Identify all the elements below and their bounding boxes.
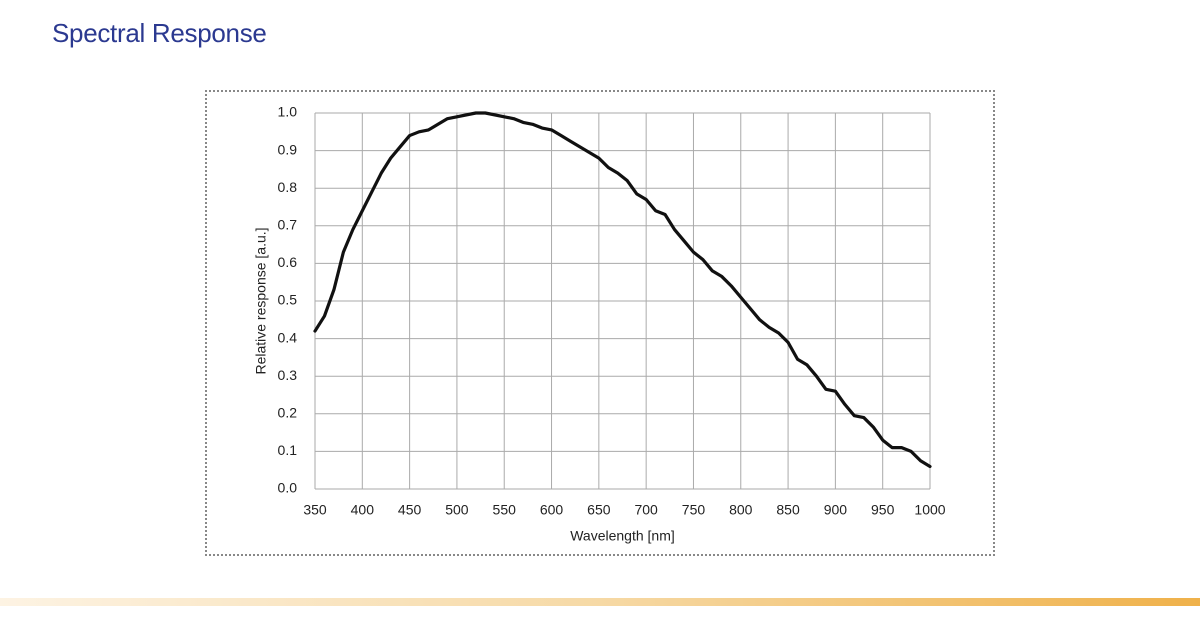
y-tick-label: 0.2 bbox=[278, 405, 298, 421]
y-tick-label: 0.7 bbox=[278, 217, 298, 233]
x-tick-label: 550 bbox=[493, 502, 517, 518]
x-tick-label: 500 bbox=[445, 502, 469, 518]
x-tick-label: 1000 bbox=[914, 502, 945, 518]
x-tick-label: 900 bbox=[824, 502, 848, 518]
x-tick-label: 750 bbox=[682, 502, 706, 518]
y-tick-label: 1.0 bbox=[278, 104, 298, 120]
x-tick-label: 850 bbox=[776, 502, 800, 518]
y-tick-label: 0.5 bbox=[278, 292, 298, 308]
x-tick-label: 600 bbox=[540, 502, 564, 518]
x-axis-label: Wavelength [nm] bbox=[570, 528, 675, 544]
y-tick-label: 0.9 bbox=[278, 141, 298, 157]
x-tick-label: 350 bbox=[303, 502, 327, 518]
y-tick-label: 0.6 bbox=[278, 254, 298, 270]
footer-gradient bbox=[0, 598, 1200, 606]
x-tick-label: 650 bbox=[587, 502, 611, 518]
y-tick-label: 0.4 bbox=[278, 329, 298, 345]
y-tick-label: 0.1 bbox=[278, 442, 298, 458]
data-line bbox=[313, 111, 932, 469]
x-tick-label: 800 bbox=[729, 502, 753, 518]
y-tick-label: 0.8 bbox=[278, 179, 298, 195]
y-tick-label: 0.3 bbox=[278, 367, 298, 383]
x-tick-label: 950 bbox=[871, 502, 895, 518]
section-title: Spectral Response bbox=[52, 18, 267, 48]
x-tick-label: 450 bbox=[398, 502, 422, 518]
y-axis-label: Relative response [a.u.] bbox=[253, 227, 269, 374]
x-tick-label: 700 bbox=[634, 502, 658, 518]
x-tick-label: 400 bbox=[351, 502, 375, 518]
chart-frame bbox=[205, 90, 995, 556]
y-tick-label: 0.0 bbox=[278, 480, 298, 496]
